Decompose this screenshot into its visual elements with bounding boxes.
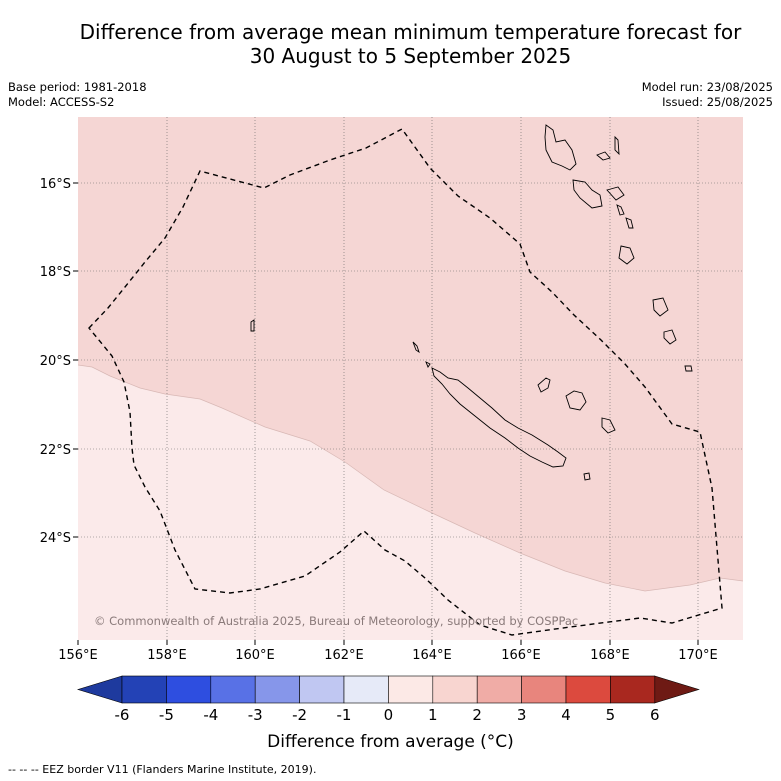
region-1-to-2 — [78, 117, 743, 591]
model-run-label: Model run: 23/08/2025 — [641, 80, 773, 94]
issued-label: Issued: 25/08/2025 — [662, 95, 773, 109]
colorbar-tick-label: 3 — [517, 706, 527, 724]
colorbar-swatch — [299, 675, 345, 704]
colorbar-tick-label: -5 — [159, 706, 174, 724]
coastlines — [250, 124, 693, 481]
colorbar-tick-label: -4 — [203, 706, 218, 724]
lon-tick-label: 170°E — [678, 648, 718, 663]
colorbar-tick-label: 5 — [606, 706, 616, 724]
lon-tick-label: 160°E — [235, 648, 275, 663]
colorbar-swatch — [254, 675, 300, 704]
colorbar-tick-label: -2 — [292, 706, 307, 724]
new-caledonia-island — [431, 367, 567, 468]
lat-tick-label: 24°S — [40, 531, 71, 546]
metadata-left: Base period: 1981-2018 Model: ACCESS-S2 — [8, 80, 147, 110]
colorbar-swatch — [166, 675, 212, 704]
colorbar-tick-label: 0 — [384, 706, 394, 724]
copyright-text: © Commonwealth of Australia 2025, Bureau… — [94, 614, 578, 628]
colorbar-swatch — [432, 675, 478, 704]
colorbar-swatch — [388, 675, 434, 704]
footer-legend: -- -- -- EEZ border V11 (Flanders Marine… — [8, 763, 317, 776]
colorbar-tick-label: -6 — [115, 706, 130, 724]
lat-tick-label: 22°S — [40, 443, 71, 458]
colorbar-swatch — [343, 675, 389, 704]
colorbar-extend-low — [76, 675, 123, 704]
colorbar-tick-label: 2 — [472, 706, 482, 724]
lon-tick-label: 158°E — [147, 648, 187, 663]
colorbar-extend-high — [654, 675, 700, 704]
colorbar-swatch — [521, 675, 567, 704]
vanuatu-islands — [544, 124, 577, 171]
model-label: Model: ACCESS-S2 — [8, 95, 115, 109]
colorbar-tick-label: -1 — [337, 706, 352, 724]
colorbar-swatch — [610, 675, 656, 704]
colorbar-swatch — [210, 675, 256, 704]
region-boundary — [78, 364, 743, 592]
colorbar-title: Difference from average (°C) — [267, 732, 514, 752]
lon-tick-label: 166°E — [501, 648, 541, 663]
axis-labels: 156°E 158°E 160°E 162°E 164°E 166°E 168°E 170°E… — [40, 177, 718, 663]
base-period-label: Base period: 1981-2018 — [8, 80, 147, 94]
lat-tick-label: 18°S — [40, 265, 71, 280]
colorbar: -6 -5 -4 -3 -2 -1 0 1 2 3 4 5 6 — [76, 675, 700, 724]
colorbar-swatch — [476, 675, 522, 704]
map-area: © Commonwealth of Australia 2025, Bureau… — [78, 117, 743, 640]
colorbar-tick-label: 6 — [650, 706, 660, 724]
lat-tick-label: 16°S — [40, 177, 71, 192]
title-line-2: 30 August to 5 September 2025 — [249, 44, 572, 68]
colorbar-tick-label: 4 — [561, 706, 571, 724]
metadata-right: Model run: 23/08/2025 Issued: 25/08/2025 — [642, 80, 773, 110]
lon-tick-label: 164°E — [412, 648, 452, 663]
colorbar-swatch — [565, 675, 611, 704]
eez-border — [88, 128, 723, 636]
colorbar-tick-label: -3 — [248, 706, 263, 724]
chart-title: Difference from average mean minimum tem… — [0, 20, 781, 68]
lon-tick-label: 162°E — [324, 648, 364, 663]
title-line-1: Difference from average mean minimum tem… — [79, 20, 742, 44]
colorbar-tick-label: 1 — [428, 706, 438, 724]
lat-tick-label: 20°S — [40, 354, 71, 369]
colorbar-swatch — [121, 675, 167, 704]
lon-tick-label: 156°E — [58, 648, 98, 663]
lon-tick-label: 168°E — [590, 648, 630, 663]
gridlines — [78, 117, 743, 640]
